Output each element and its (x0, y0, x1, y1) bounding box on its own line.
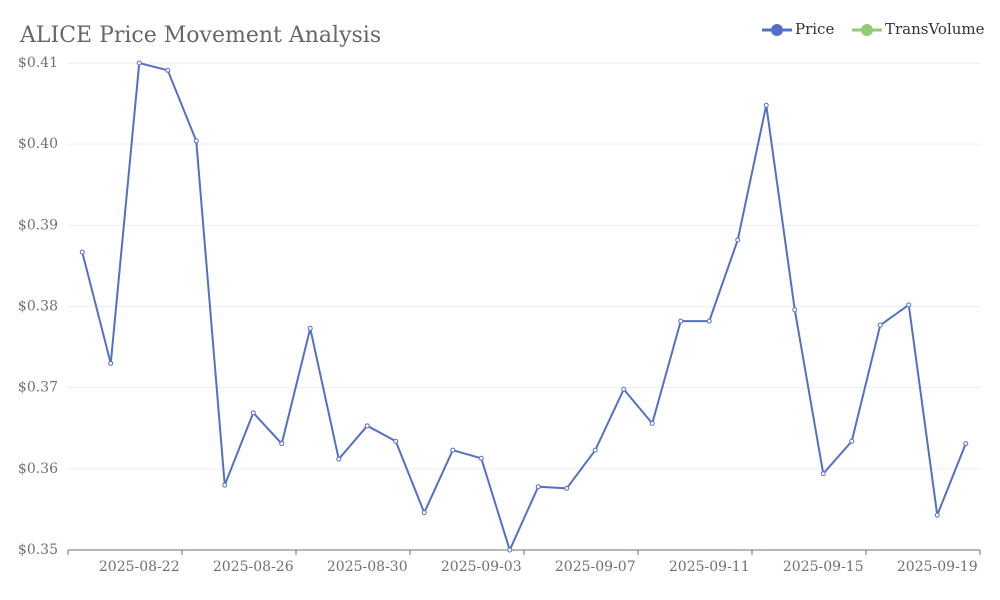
y-tick-label: $0.37 (18, 380, 58, 396)
y-tick-label: $0.39 (18, 217, 58, 233)
point (336, 456, 342, 462)
point (364, 423, 370, 429)
y-tick-label: $0.41 (18, 55, 58, 71)
point (877, 322, 883, 328)
x-tick-label: 2025-09-03 (441, 559, 522, 575)
y-tick-label: $0.38 (18, 299, 58, 315)
legend-swatch-dot (861, 24, 873, 36)
point (165, 67, 171, 73)
point (564, 485, 570, 491)
point (222, 482, 228, 488)
point (592, 447, 598, 453)
point (735, 237, 741, 243)
x-tick-label: 2025-09-19 (897, 559, 978, 575)
point (906, 302, 912, 308)
y-tick-label: $0.40 (18, 136, 58, 152)
line (81, 61, 967, 553)
point (478, 455, 484, 461)
point (535, 484, 541, 490)
x-tick-label: 2025-09-15 (783, 559, 864, 575)
chart-title: ALICE Price Movement Analysis (19, 23, 381, 48)
point (450, 447, 456, 453)
point (108, 360, 114, 366)
y-tick-label: $0.36 (18, 461, 58, 477)
point (250, 410, 256, 416)
point (934, 512, 940, 518)
point (193, 138, 199, 144)
point (649, 420, 655, 426)
point (279, 441, 285, 447)
x-tick-label: 2025-08-30 (327, 559, 408, 575)
x-tick-label: 2025-08-22 (99, 559, 180, 575)
y-tick-label: $0.35 (18, 542, 58, 558)
x-tick-label: 2025-09-07 (555, 559, 636, 575)
point (792, 307, 798, 313)
point (963, 441, 969, 447)
point (763, 102, 769, 108)
x-tick-label: 2025-09-11 (669, 559, 750, 575)
point (421, 510, 427, 516)
point (706, 318, 712, 324)
x-tick-label: 2025-08-26 (213, 559, 294, 575)
point (820, 471, 826, 477)
point (849, 438, 855, 444)
legend-swatch-dot (771, 24, 783, 36)
legend-label: Price (795, 20, 834, 38)
point (307, 325, 313, 331)
point (136, 60, 142, 66)
point (507, 547, 513, 553)
point (621, 386, 627, 392)
point (79, 249, 85, 255)
point (393, 438, 399, 444)
legend-label: TransVolume (885, 20, 985, 38)
point (678, 318, 684, 324)
